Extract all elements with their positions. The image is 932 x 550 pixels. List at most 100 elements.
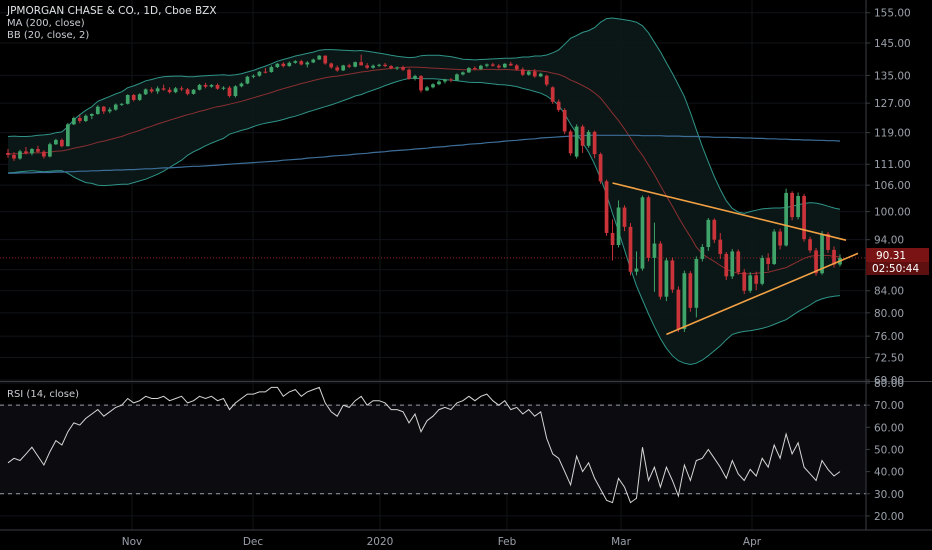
candle <box>778 228 782 250</box>
candle-body <box>42 151 46 157</box>
price-tick-label: 72.50 <box>874 353 904 365</box>
trendlines[interactable] <box>612 182 859 336</box>
candle-body <box>748 275 753 291</box>
candle <box>377 63 381 68</box>
candle <box>586 129 591 148</box>
candle-body <box>305 62 310 65</box>
candle-body <box>239 83 244 87</box>
candle <box>449 78 453 83</box>
candle <box>748 272 753 293</box>
x-tick-label: Mar <box>611 536 631 548</box>
countdown-label: 02:50:44 <box>872 263 919 275</box>
candle <box>526 70 531 76</box>
candle <box>502 63 507 69</box>
price-tick-label: 155.00 <box>874 8 911 20</box>
candle <box>568 129 573 156</box>
candle-body <box>473 68 477 70</box>
candle <box>514 64 519 71</box>
rsi-legend: RSI (14, close) <box>7 389 79 400</box>
candle <box>670 257 675 293</box>
candle <box>149 87 154 94</box>
candle <box>257 71 262 77</box>
candle <box>640 195 645 271</box>
bb-legend: BB (20, close, 2) <box>7 30 89 41</box>
rsi-tick-label: 20.00 <box>874 511 904 523</box>
candle <box>66 122 70 147</box>
candle <box>179 86 184 92</box>
candle-body <box>455 74 459 81</box>
rsi-tick-label: 40.00 <box>874 467 904 479</box>
rsi-tick-label: 50.00 <box>874 444 904 456</box>
candle-body <box>173 88 178 93</box>
candle-body <box>502 63 507 68</box>
candle-body <box>185 89 190 94</box>
candle-body <box>532 71 537 77</box>
candle-body <box>30 148 34 154</box>
candle-body <box>221 87 226 89</box>
candle <box>556 99 561 112</box>
candle <box>395 66 399 71</box>
candle-body <box>18 151 22 159</box>
rsi-tick-label: 70.00 <box>874 400 904 412</box>
bb-lower-line <box>7 77 841 366</box>
candle-body <box>484 64 489 66</box>
candle <box>287 61 292 67</box>
candle-body <box>167 89 172 93</box>
candle <box>24 146 28 155</box>
candle-body <box>101 106 106 112</box>
candle <box>461 71 465 76</box>
candle <box>467 67 471 74</box>
candle <box>479 64 483 71</box>
candle-body <box>826 233 830 250</box>
candle <box>796 192 800 220</box>
candle-body <box>616 207 621 246</box>
price-tick-label: 145.00 <box>874 38 911 50</box>
candle <box>42 150 46 159</box>
candle-body <box>281 63 286 67</box>
candle-body <box>317 55 322 60</box>
candle <box>131 93 136 102</box>
candle <box>604 179 609 236</box>
price-tick-label: 94.00 <box>874 235 904 247</box>
candle-body <box>95 106 100 114</box>
candle-body <box>54 139 58 145</box>
candle-body <box>556 101 561 110</box>
candle <box>54 138 58 146</box>
x-tick-label: Nov <box>122 536 143 548</box>
candle <box>718 232 723 259</box>
x-tick-label: Dec <box>243 536 264 548</box>
candle <box>6 148 10 158</box>
candle-body <box>89 113 94 116</box>
x-tick-label: Feb <box>498 536 517 548</box>
candle-body <box>197 84 202 90</box>
candle-body <box>77 118 82 121</box>
candle <box>490 62 495 67</box>
ma-200-line <box>8 134 841 174</box>
candle <box>30 148 34 156</box>
candle <box>808 236 812 253</box>
price-tick-label: 119.00 <box>874 128 911 140</box>
candle <box>335 65 340 72</box>
candle-body <box>437 81 441 85</box>
candle-body <box>149 89 154 92</box>
candle <box>784 188 788 247</box>
candle-body <box>155 88 160 92</box>
candle-body <box>586 131 591 146</box>
candle-body <box>520 69 525 75</box>
ma-legend: MA (200, close) <box>7 18 85 29</box>
candle-body <box>550 87 555 102</box>
candle <box>419 75 423 93</box>
trendline <box>612 182 847 241</box>
countdown-badge <box>866 262 929 275</box>
moving-average-200 <box>0 134 866 259</box>
candle-body <box>760 257 765 284</box>
candle-body <box>712 219 717 240</box>
candle-body <box>119 103 124 105</box>
candle <box>574 124 579 159</box>
candle <box>401 65 405 72</box>
candle-body <box>125 94 130 104</box>
candle <box>311 58 316 64</box>
candle-body <box>592 131 597 155</box>
candlesticks[interactable] <box>6 54 842 332</box>
